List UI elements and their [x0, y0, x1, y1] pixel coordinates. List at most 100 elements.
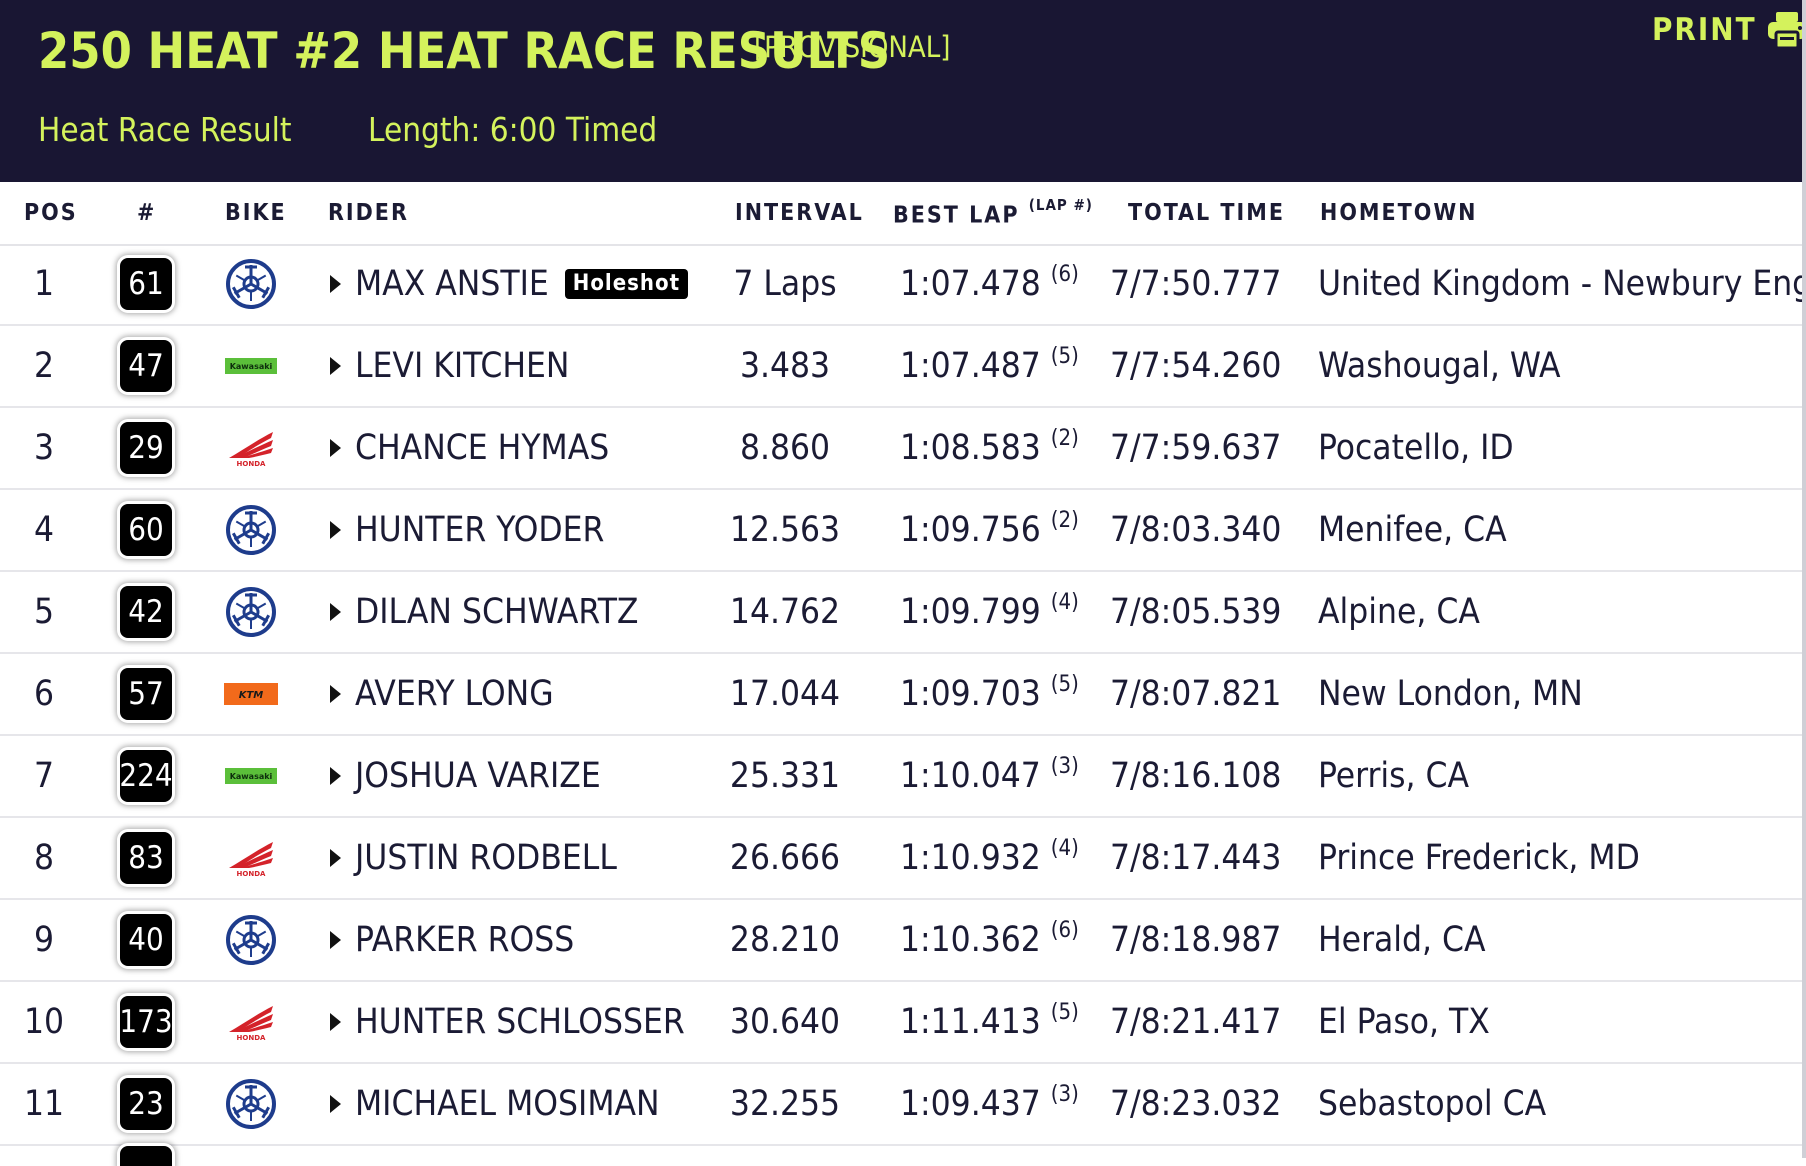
number-plate: 29 [120, 422, 172, 474]
interval: 7 Laps [733, 264, 837, 304]
best-lap: 1:08.583 (2) [900, 408, 1079, 488]
table-row[interactable]: 3 29 HONDA CHANCE HYMAS 8.860 1:08.583 (2) 7/7:… [0, 408, 1802, 490]
expand-arrow-icon[interactable] [330, 357, 341, 375]
yamaha-logo-icon [226, 915, 276, 965]
yamaha-logo-icon [226, 505, 276, 555]
table-row[interactable]: 9 40 PARKER ROSS 28.210 1:10.362 (6) 7/8:18.98… [0, 900, 1802, 982]
expand-arrow-icon[interactable] [330, 521, 341, 539]
rider-cell[interactable]: HUNTER SCHLOSSER [330, 982, 710, 1062]
rider-cell[interactable]: PARKER ROSS [330, 900, 710, 980]
rider-cell[interactable]: DILAN SCHWARTZ [330, 572, 710, 652]
rider-name[interactable]: AVERY LONG [355, 674, 554, 714]
total-time: 7/8:05.539 [1110, 592, 1282, 632]
best-lap: 1:10.047 (3) [900, 736, 1079, 816]
rider-cell[interactable]: AVERY LONG [330, 654, 710, 734]
expand-arrow-icon[interactable] [330, 439, 341, 457]
best-lap-number: (5) [1050, 999, 1079, 1025]
expand-arrow-icon[interactable] [330, 685, 341, 703]
best-lap-number: (2) [1050, 425, 1079, 451]
race-length: Length: 6:00 Timed [368, 110, 658, 149]
rider-cell[interactable]: MICHAEL MOSIMAN [330, 1064, 710, 1144]
hometown: New London, MN [1318, 674, 1583, 714]
best-lap-time: 1:10.932 [900, 838, 1041, 878]
print-label: PRINT [1652, 12, 1757, 48]
number-plate: 47 [120, 340, 172, 392]
rider-cell[interactable]: MAX ANSTIE Holeshot [330, 244, 710, 324]
position: 6 [33, 674, 55, 714]
results-table-body: 1 61 MAX ANSTIE Holeshot 7 Laps 1:07.478 (6) 7/… [0, 244, 1802, 1146]
rider-name[interactable]: MICHAEL MOSIMAN [355, 1084, 660, 1124]
expand-arrow-icon[interactable] [330, 767, 341, 785]
interval: 32.255 [729, 1084, 841, 1124]
hometown: Alpine, CA [1318, 592, 1480, 632]
total-time: 7/7:54.260 [1110, 346, 1282, 386]
position: 2 [33, 346, 55, 386]
rider-cell[interactable]: CHANCE HYMAS [330, 408, 710, 488]
interval: 14.762 [729, 592, 841, 632]
expand-arrow-icon[interactable] [330, 275, 341, 293]
kawasaki-logo-icon: Kawasaki [225, 768, 277, 784]
provisional-label: [PROVISIONAL] [754, 30, 951, 64]
expand-arrow-icon[interactable] [330, 1013, 341, 1031]
bike-cell: Kawasaki [218, 736, 284, 816]
rider-name[interactable]: JOSHUA VARIZE [355, 756, 601, 796]
kawasaki-logo-icon: Kawasaki [225, 358, 277, 374]
bike-cell: HONDA [218, 408, 284, 488]
hometown: Prince Frederick, MD [1318, 838, 1640, 878]
best-lap-time: 1:09.799 [900, 592, 1041, 632]
table-row[interactable]: 7 224 Kawasaki JOSHUA VARIZE 25.331 1:10.047 (… [0, 736, 1802, 818]
expand-arrow-icon[interactable] [330, 1095, 341, 1113]
rider-name[interactable]: JUSTIN RODBELL [355, 838, 617, 878]
rider-name[interactable]: CHANCE HYMAS [355, 428, 610, 468]
bike-cell [218, 490, 284, 570]
interval: 3.483 [739, 346, 831, 386]
rider-cell[interactable]: JUSTIN RODBELL [330, 818, 710, 898]
rider-cell[interactable]: JOSHUA VARIZE [330, 736, 710, 816]
number-cell: 47 [118, 326, 174, 406]
best-lap: 1:10.932 (4) [900, 818, 1079, 898]
rider-name[interactable]: MAX ANSTIE [355, 264, 549, 304]
rider-name[interactable]: HUNTER SCHLOSSER [355, 1002, 685, 1042]
col-pos: POS [24, 200, 78, 226]
rider-name[interactable]: LEVI KITCHEN [355, 346, 570, 386]
table-row[interactable]: 5 42 DILAN SCHWARTZ 14.762 1:09.799 (4) 7/8:05… [0, 572, 1802, 654]
table-row[interactable]: 8 83 HONDA JUSTIN RODBELL 26.666 1:10.932 (4) 7… [0, 818, 1802, 900]
best-lap-number: (4) [1050, 835, 1079, 861]
rider-name[interactable]: DILAN SCHWARTZ [355, 592, 639, 632]
best-lap-time: 1:09.437 [900, 1084, 1041, 1124]
expand-arrow-icon[interactable] [330, 931, 341, 949]
table-row[interactable]: 11 23 MICHAEL MOSIMAN 32.255 1:09.437 (3) 7/8:… [0, 1064, 1802, 1146]
rider-cell[interactable]: HUNTER YODER [330, 490, 710, 570]
rider-name[interactable]: PARKER ROSS [355, 920, 575, 960]
hometown: Washougal, WA [1318, 346, 1561, 386]
col-interval: INTERVAL [735, 200, 864, 226]
position: 10 [23, 1002, 65, 1042]
print-button[interactable]: PRINT [1652, 10, 1806, 50]
best-lap-number: (6) [1050, 917, 1079, 943]
position: 7 [33, 756, 55, 796]
table-row[interactable]: 2 47 Kawasaki LEVI KITCHEN 3.483 1:07.487 (5) 7… [0, 326, 1802, 408]
hometown: Pocatello, ID [1318, 428, 1514, 468]
position: 9 [33, 920, 55, 960]
yamaha-logo-icon [226, 587, 276, 637]
result-type: Heat Race Result [38, 110, 292, 149]
position: 11 [23, 1084, 65, 1124]
interval: 28.210 [729, 920, 841, 960]
best-lap-number: (3) [1050, 1081, 1079, 1107]
rider-cell[interactable]: LEVI KITCHEN [330, 326, 710, 406]
hometown: Menifee, CA [1318, 510, 1507, 550]
total-time: 7/8:16.108 [1110, 756, 1282, 796]
table-row[interactable]: 10 173 HONDA HUNTER SCHLOSSER 30.640 1:11.413… [0, 982, 1802, 1064]
rider-name[interactable]: HUNTER YODER [355, 510, 605, 550]
col-best-lap-sub: (LAP #) [1028, 196, 1093, 214]
hometown: Perris, CA [1318, 756, 1470, 796]
table-row[interactable]: 1 61 MAX ANSTIE Holeshot 7 Laps 1:07.478 (6) 7/… [0, 244, 1802, 326]
expand-arrow-icon[interactable] [330, 603, 341, 621]
table-row[interactable]: 6 57 KTM AVERY LONG 17.044 1:09.703 (5) 7/8:07.… [0, 654, 1802, 736]
holeshot-badge: Holeshot [564, 269, 689, 299]
interval: 26.666 [729, 838, 841, 878]
expand-arrow-icon[interactable] [330, 849, 341, 867]
table-row[interactable]: 4 60 HUNTER YODER 12.563 1:09.756 (2) 7/8:03.3… [0, 490, 1802, 572]
total-time: 7/8:18.987 [1110, 920, 1282, 960]
hometown: Herald, CA [1318, 920, 1486, 960]
